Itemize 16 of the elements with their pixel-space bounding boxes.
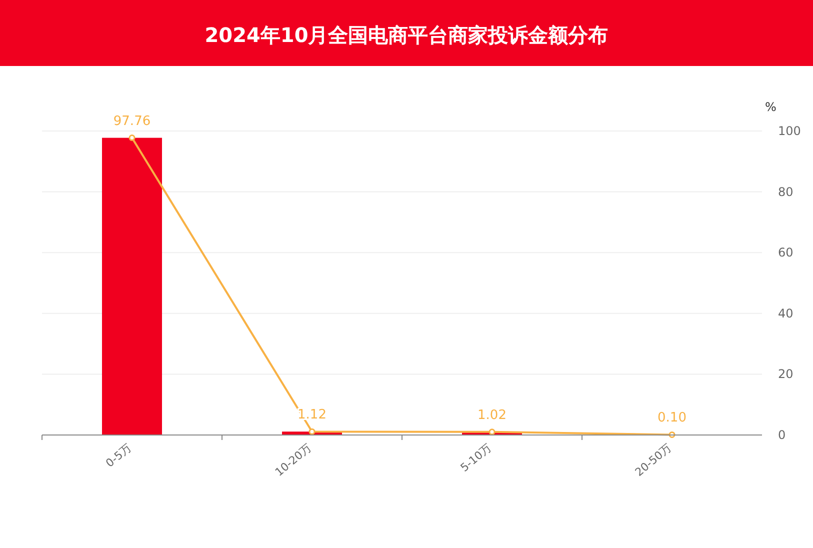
y2-axis-title: % (765, 100, 776, 114)
bar (102, 138, 162, 435)
data-label: 1.02 (478, 408, 506, 423)
x-tick-label: 0-5万 (103, 441, 134, 470)
y2-tick-label: 20 (778, 367, 794, 382)
y2-tick-label: 80 (778, 184, 794, 199)
y2-tick-label: 60 (778, 246, 794, 260)
chart-title: 2024年10月全国电商平台商家投诉金额分布 (204, 23, 608, 47)
y2-tick-label: 40 (778, 306, 794, 320)
data-label: 97.76 (113, 114, 151, 129)
y2-tick-label: 0 (778, 428, 786, 442)
point (308, 428, 316, 435)
data-label: 0.10 (658, 410, 686, 426)
point (488, 428, 496, 436)
y2-tick-label: 100 (778, 124, 801, 138)
point (128, 134, 136, 142)
